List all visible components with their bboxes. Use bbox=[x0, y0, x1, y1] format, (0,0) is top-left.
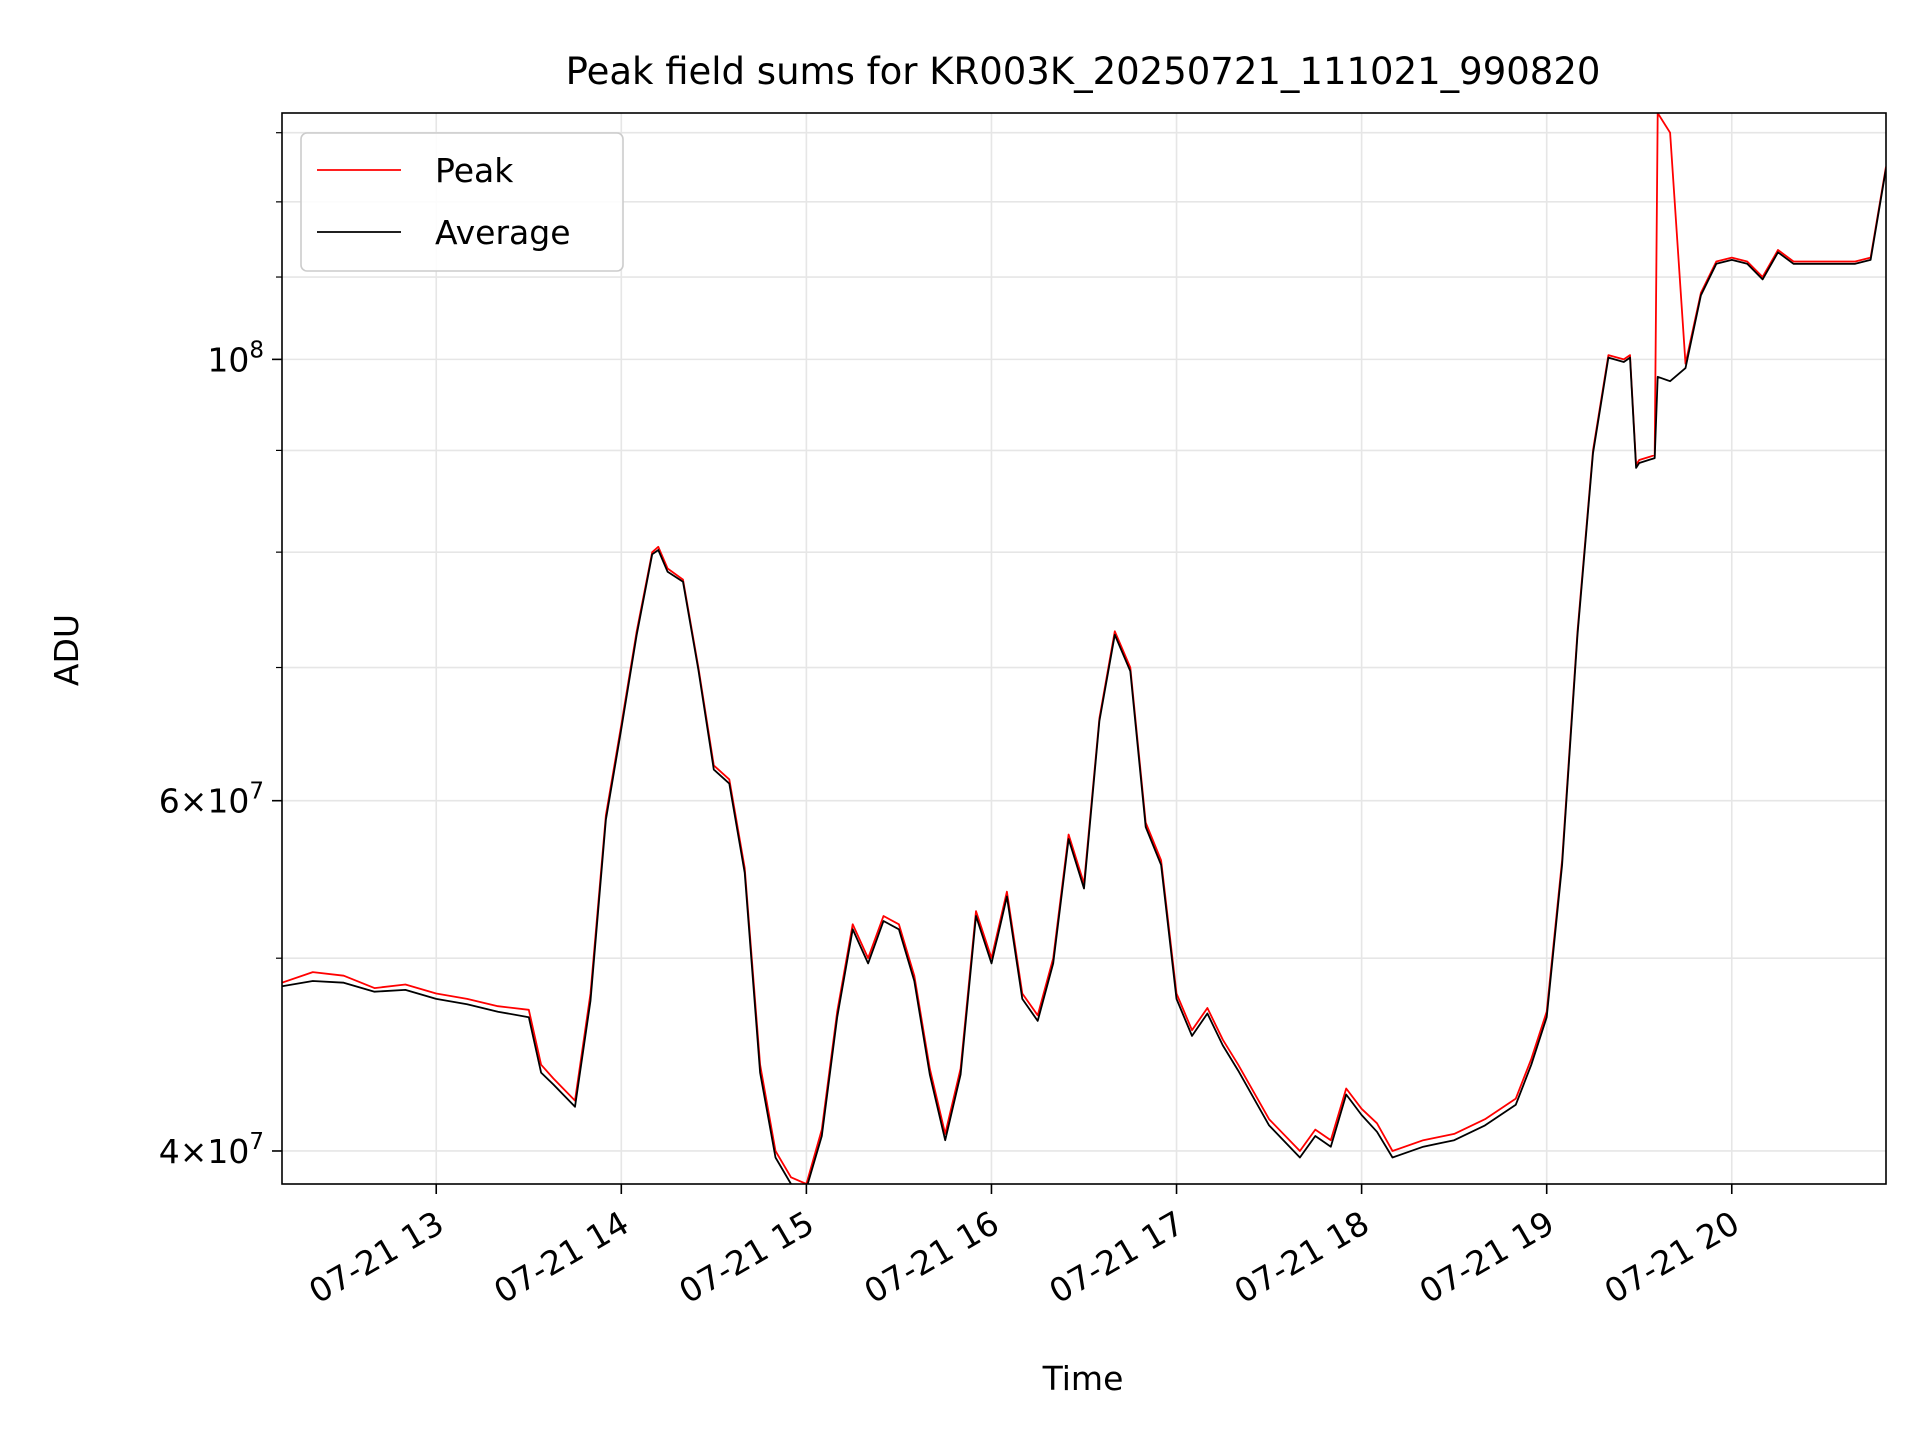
y-axis-label: ADU bbox=[47, 614, 86, 686]
plot-frame bbox=[281, 112, 1887, 1185]
y-axis: 4×107 6×107 108 bbox=[159, 132, 282, 1171]
grid-lines bbox=[282, 113, 1886, 1184]
y-tick-label: 4×107 bbox=[159, 1129, 264, 1171]
y-tick-label: 108 bbox=[207, 337, 264, 379]
legend-label-average: Average bbox=[435, 213, 571, 252]
legend-label-peak: Peak bbox=[435, 151, 514, 190]
y-tick-label: 6×107 bbox=[159, 779, 264, 821]
legend-box bbox=[300, 132, 624, 272]
series-lines bbox=[282, 113, 1886, 1184]
legend: Peak Average bbox=[300, 132, 624, 272]
chart-title: Peak field sums for KR003K_20250721_1110… bbox=[566, 50, 1601, 93]
series-line-average bbox=[282, 168, 1886, 1184]
x-axis-label: Time bbox=[1042, 1359, 1124, 1398]
